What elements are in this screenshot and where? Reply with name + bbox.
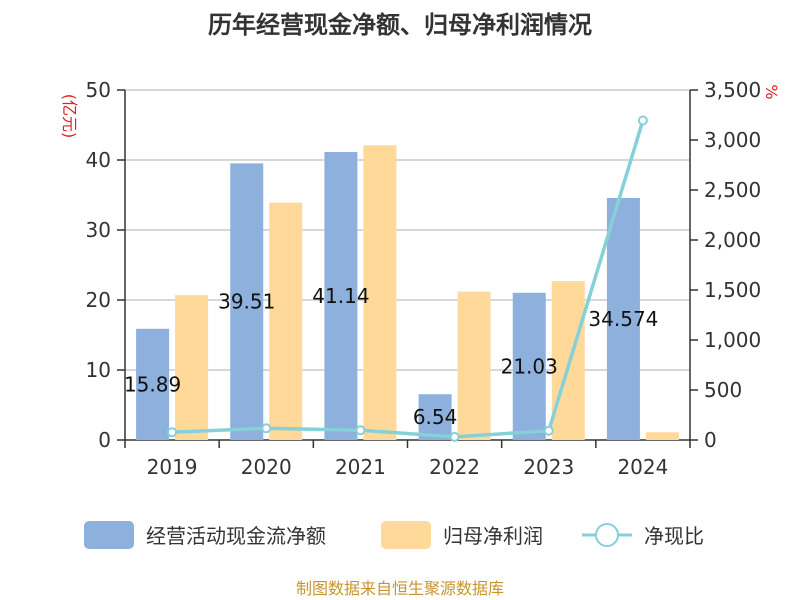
gridlines: [125, 89, 690, 371]
left-tick-label: 40: [86, 148, 111, 172]
legend: 经营活动现金流净额 归母净利润 净现比: [84, 521, 704, 549]
legend-swatch: [84, 521, 134, 549]
bar-netprofit: [269, 202, 303, 440]
bar-data-label: 39.51: [218, 290, 275, 314]
bar-cashflow: [324, 151, 358, 440]
bar-cashflow: [418, 394, 452, 440]
bar-netprofit: [457, 291, 491, 440]
right-tick-label: 2,500: [704, 178, 761, 202]
ratio-point: [637, 115, 648, 126]
bar-data-label: 34.574: [588, 307, 658, 331]
x-tick-label: 2022: [429, 455, 480, 479]
x-tick-label: 2021: [335, 455, 386, 479]
legend-label: 经营活动现金流净额: [146, 524, 326, 548]
bar-cashflow: [512, 292, 546, 440]
ratio-point: [261, 423, 272, 434]
right-axis-unit: %: [762, 84, 781, 99]
left-tick-label: 50: [86, 78, 111, 102]
legend-swatch: [381, 521, 431, 549]
bar-data-label: 41.14: [312, 284, 369, 308]
left-tick-label: 20: [86, 288, 111, 312]
bars: [136, 145, 679, 441]
chart-title: 历年经营现金净额、归母净利润情况: [208, 11, 592, 39]
bar-data-label: 6.54: [413, 405, 458, 429]
right-tick-label: 500: [704, 378, 742, 402]
bar-netprofit: [645, 432, 679, 440]
bar-netprofit: [363, 145, 397, 441]
ratio-line-path: [172, 119, 645, 439]
ratio-line: [167, 115, 648, 442]
left-tick-label: 10: [86, 358, 111, 382]
x-tick-label: 2023: [523, 455, 574, 479]
right-tick-label: 3,000: [704, 128, 761, 152]
left-tick-label: 0: [98, 428, 111, 452]
bar-cashflow: [230, 163, 264, 441]
legend-marker: [595, 523, 619, 547]
right-tick-label: 1,500: [704, 278, 761, 302]
legend-label: 净现比: [644, 524, 704, 548]
ratio-point: [543, 425, 554, 436]
right-tick-label: 3,500: [704, 78, 761, 102]
right-tick-label: 1,000: [704, 328, 761, 352]
left-axis-unit: (亿元): [60, 94, 79, 139]
x-tick-label: 2019: [147, 455, 198, 479]
ratio-point: [449, 431, 460, 442]
axes: 0102030405005001,0001,5002,0002,5003,000…: [86, 78, 762, 479]
ratio-point: [167, 427, 178, 438]
x-tick-label: 2020: [241, 455, 292, 479]
bar-cashflow: [606, 197, 640, 440]
bar-netprofit: [175, 295, 209, 440]
source-note: 制图数据来自恒生聚源数据库: [296, 579, 504, 598]
x-tick-label: 2024: [617, 455, 668, 479]
bar-cashflow: [136, 328, 170, 440]
left-tick-label: 30: [86, 218, 111, 242]
right-tick-label: 2,000: [704, 228, 761, 252]
bar-data-label: 15.89: [124, 372, 181, 396]
data-labels: 15.89 39.51 41.14 6.54 21.03 34.574: [124, 284, 658, 429]
ratio-point: [355, 425, 366, 436]
right-tick-label: 0: [704, 428, 717, 452]
bar-data-label: 21.03: [501, 354, 558, 378]
legend-label: 归母净利润: [443, 524, 543, 548]
